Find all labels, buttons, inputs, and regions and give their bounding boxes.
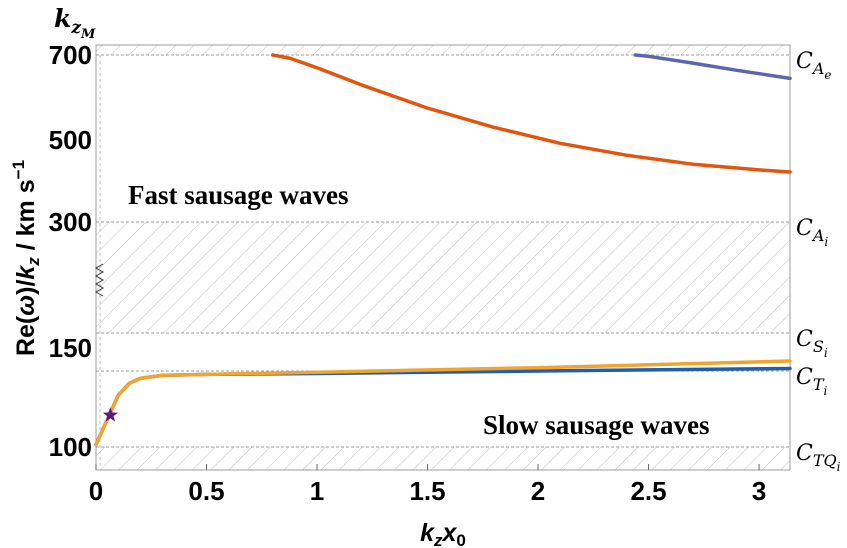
series-line-1 <box>633 53 792 81</box>
band-0 <box>96 45 790 55</box>
speed-label-0: CAe <box>796 49 832 82</box>
y-tick-label-4: 700 <box>49 40 92 70</box>
x-axis-label: kzx0 <box>420 519 466 548</box>
series-line-0 <box>271 53 792 174</box>
band-2 <box>96 447 790 470</box>
speed-label-1: CAi <box>796 216 828 249</box>
x-tick-label-2: 1 <box>310 476 324 506</box>
hatched-bands <box>96 45 790 470</box>
annotation-slow: Slow sausage waves <box>483 410 710 440</box>
y-axis-label: Re(ω)/kz / km s−1 <box>9 160 43 356</box>
speed-label-4: CTQi <box>796 441 841 474</box>
plot-frame <box>95 44 791 471</box>
axis-break <box>94 263 105 297</box>
speed-labels: CAe CAi CSi CTi CTQi <box>796 49 841 474</box>
annotation-fast: Fast sausage waves <box>128 180 349 210</box>
x-tick-label-5: 2.5 <box>630 476 666 506</box>
band-1 <box>96 222 790 333</box>
y-tick-label-0: 100 <box>49 432 92 462</box>
x-tick-label-3: 1.5 <box>409 476 445 506</box>
y-ticks: 100 150 300 500 700 <box>49 40 92 462</box>
star-marker-0 <box>102 407 118 422</box>
speed-label-3: CTi <box>796 365 828 398</box>
x-tick-label-4: 2 <box>531 476 545 506</box>
x-tick-label-6: 3 <box>752 476 766 506</box>
y-tick-label-2: 300 <box>49 207 92 237</box>
speed-label-2: CSi <box>796 327 828 360</box>
y-tick-label-1: 150 <box>49 333 92 363</box>
top-label: kzM <box>54 4 96 42</box>
x-tick-label-1: 0.5 <box>188 476 224 506</box>
x-ticks: 0 0.5 1 1.5 2 2.5 3 <box>89 464 766 506</box>
x-tick-label-0: 0 <box>89 476 103 506</box>
markers <box>102 407 118 422</box>
y-tick-label-3: 500 <box>49 125 92 155</box>
